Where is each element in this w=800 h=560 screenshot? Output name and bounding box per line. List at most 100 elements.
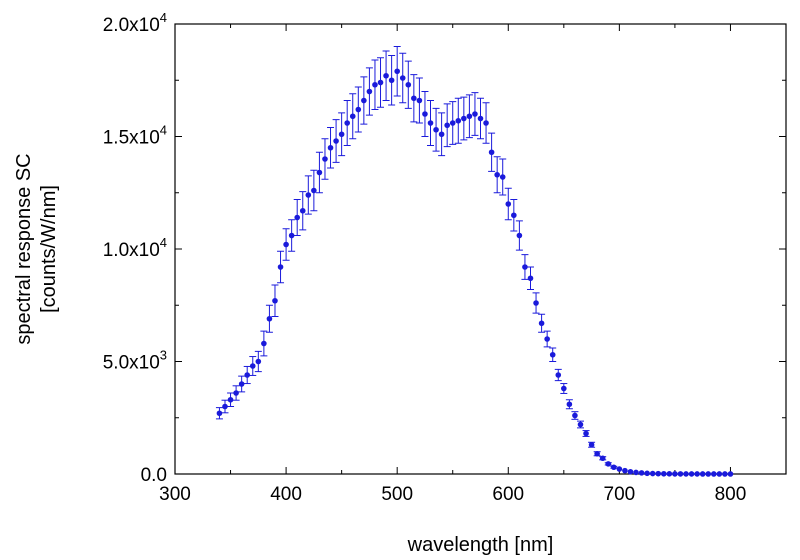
data-point: [572, 412, 578, 419]
data-point: [661, 470, 667, 477]
data-point: [627, 468, 634, 475]
data-point: [438, 131, 445, 138]
data-point: [399, 75, 406, 81]
data-point: [672, 471, 678, 477]
data-point: [616, 466, 623, 472]
data-point: [349, 113, 356, 120]
data-point: [727, 471, 734, 477]
x-axis-title: wavelength [nm]: [407, 534, 554, 556]
data-point: [588, 441, 595, 448]
data-point: [644, 470, 650, 477]
data-point: [605, 461, 612, 467]
data-point: [422, 111, 428, 117]
data-point: [633, 469, 639, 476]
data-point: [538, 320, 545, 327]
data-point: [694, 471, 700, 477]
data-point: [710, 471, 717, 477]
data-point: [238, 381, 245, 387]
data-point: [494, 171, 500, 178]
data-point: [655, 470, 662, 477]
data-point: [261, 340, 267, 347]
data-point: [405, 81, 412, 88]
data-point: [688, 471, 695, 477]
data-point: [249, 363, 256, 369]
data-point: [394, 68, 400, 75]
data-point: [716, 471, 723, 477]
plot-frame-layer: [174, 23, 787, 475]
data-point: [227, 396, 234, 403]
data-point: [416, 97, 423, 104]
data-point: [283, 241, 289, 248]
data-point: [344, 120, 350, 126]
data-point: [388, 77, 395, 84]
data-point: [477, 115, 484, 122]
data-point: [294, 214, 301, 221]
data-point: [305, 192, 312, 198]
data-point: [583, 430, 589, 437]
data-point: [299, 207, 306, 214]
data-point: [216, 410, 223, 417]
errorbar-layer: [215, 46, 618, 469]
plot-frame: [174, 23, 787, 475]
data-point: [455, 117, 462, 124]
data-point: [444, 122, 450, 129]
x-tick-label: 500: [381, 484, 413, 505]
data-point: [522, 264, 528, 270]
data-point: [699, 471, 706, 477]
data-point: [527, 275, 534, 282]
data-point: [244, 372, 251, 378]
data-point: [361, 97, 367, 104]
y-tick-label: 1.0x104: [103, 235, 167, 261]
data-point: [461, 115, 467, 122]
y-tick-label: 2.0x104: [103, 10, 167, 36]
x-tick-label: 700: [604, 484, 636, 505]
data-point: [622, 467, 628, 474]
data-point: [322, 156, 328, 162]
data-point: [311, 187, 317, 194]
data-point: [333, 138, 339, 144]
data-point: [433, 126, 439, 133]
data-point: [505, 201, 512, 207]
data-point: [377, 79, 384, 86]
data-point: [272, 297, 278, 304]
data-point: [683, 471, 689, 477]
data-point: [255, 358, 262, 365]
data-point: [411, 95, 417, 102]
data-point: [666, 471, 673, 477]
data-point: [555, 372, 562, 378]
data-point: [266, 315, 273, 322]
data-point: [516, 232, 523, 239]
data-point: [233, 390, 239, 396]
tick-layer: [174, 23, 786, 475]
data-point: [466, 113, 473, 120]
data-point: [594, 450, 600, 457]
x-tick-label: 800: [715, 484, 747, 505]
data-point: [577, 421, 584, 428]
label-layer: 300 400 500 600 700 800 0.0 5.0x103 1.0x104 1.5x1…: [13, 10, 746, 556]
data-point: [355, 106, 362, 113]
data-point: [277, 264, 284, 270]
data-point: [677, 471, 684, 477]
data-point: [372, 81, 378, 88]
data-point: [366, 88, 373, 95]
data-point: [288, 232, 295, 239]
x-tick-label: 400: [270, 484, 302, 505]
data-point: [533, 300, 539, 306]
data-point: [427, 120, 434, 126]
data-point: [649, 470, 656, 477]
x-tick-label: 300: [159, 484, 191, 505]
data-point: [599, 455, 606, 462]
data-point: [611, 464, 617, 471]
data-point: [638, 470, 645, 476]
data-point: [472, 111, 478, 117]
data-point: [488, 149, 495, 156]
data-point: [722, 471, 728, 477]
data-point: [511, 212, 517, 219]
data-point: [483, 120, 489, 126]
y-axis-title-line: [counts/W/nm]: [38, 185, 60, 313]
data-point: [338, 131, 345, 138]
data-point: [222, 403, 228, 410]
x-tick-label: 600: [492, 484, 524, 505]
